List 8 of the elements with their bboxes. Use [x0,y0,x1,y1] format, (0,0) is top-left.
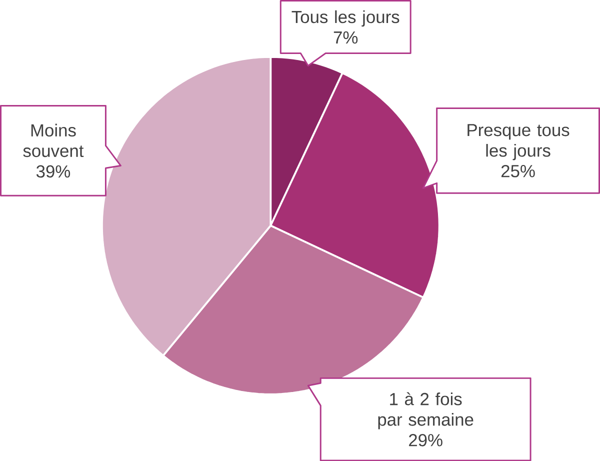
data-label: 39% [36,165,70,178]
slice-label: Moins souvent [23,124,84,157]
slice-label: Tous les jours [292,10,400,26]
slice-label: 1 à 2 fois par semaine [378,392,474,430]
data-label: 25% [501,164,535,178]
data-label: 7% [334,31,358,44]
slice-label: Presque tous les jours [468,124,570,160]
data-label: 29% [409,434,442,446]
